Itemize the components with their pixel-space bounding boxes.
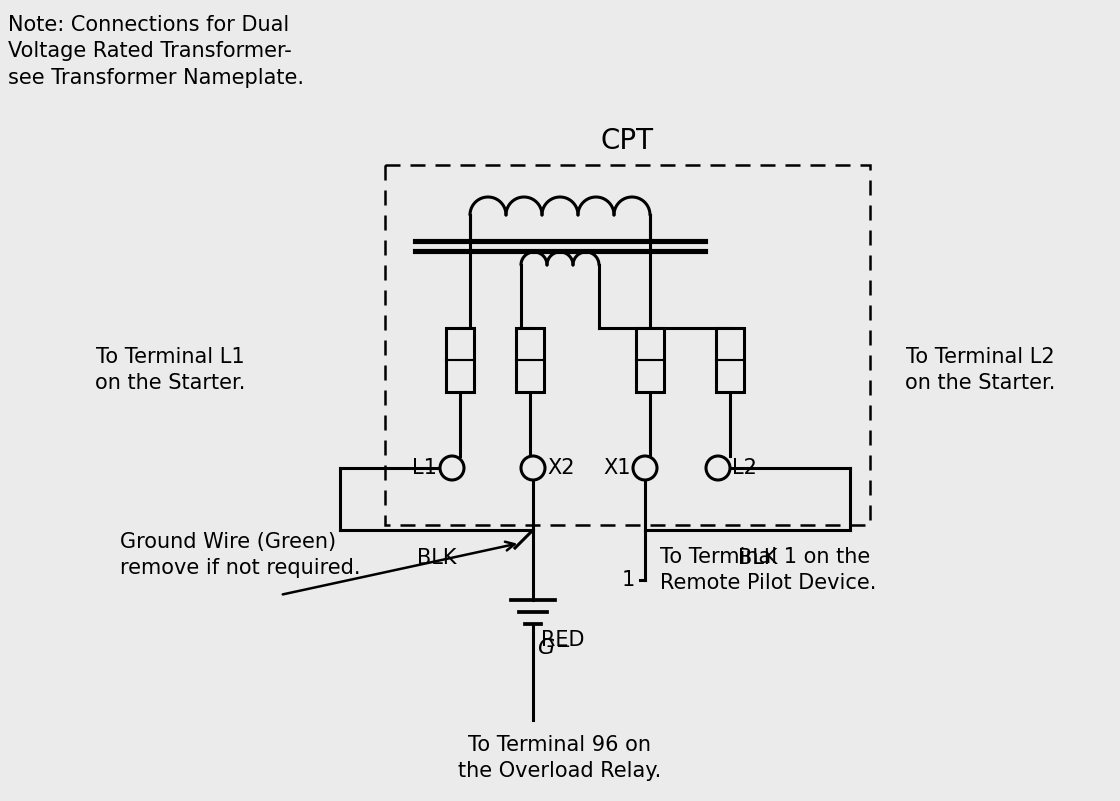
Bar <box>636 328 664 392</box>
Text: G: G <box>538 638 556 658</box>
Text: X2: X2 <box>547 458 575 478</box>
Circle shape <box>440 456 464 480</box>
Text: To Terminal 96 on
the Overload Relay.: To Terminal 96 on the Overload Relay. <box>458 735 662 782</box>
Text: L1: L1 <box>412 458 437 478</box>
Text: To Terminal 1 on the
Remote Pilot Device.: To Terminal 1 on the Remote Pilot Device… <box>660 547 876 594</box>
Circle shape <box>633 456 657 480</box>
Text: To Terminal L2
on the Starter.: To Terminal L2 on the Starter. <box>905 347 1055 393</box>
Bar <box>716 328 744 392</box>
Text: To Terminal L1
on the Starter.: To Terminal L1 on the Starter. <box>95 347 245 393</box>
Bar <box>446 328 474 392</box>
Text: Ground Wire (Green)
remove if not required.: Ground Wire (Green) remove if not requir… <box>120 532 361 578</box>
Bar <box>516 328 544 392</box>
Text: X1: X1 <box>604 458 631 478</box>
Circle shape <box>521 456 545 480</box>
Text: Note: Connections for Dual
Voltage Rated Transformer-
see Transformer Nameplate.: Note: Connections for Dual Voltage Rated… <box>8 15 304 88</box>
Text: L2: L2 <box>732 458 757 478</box>
Text: RED: RED <box>541 630 585 650</box>
Circle shape <box>706 456 730 480</box>
Text: BLK: BLK <box>738 548 777 568</box>
Text: CPT: CPT <box>601 127 654 155</box>
Text: 1: 1 <box>622 570 635 590</box>
Text: BLK: BLK <box>417 548 456 568</box>
Text: −: − <box>556 638 570 656</box>
